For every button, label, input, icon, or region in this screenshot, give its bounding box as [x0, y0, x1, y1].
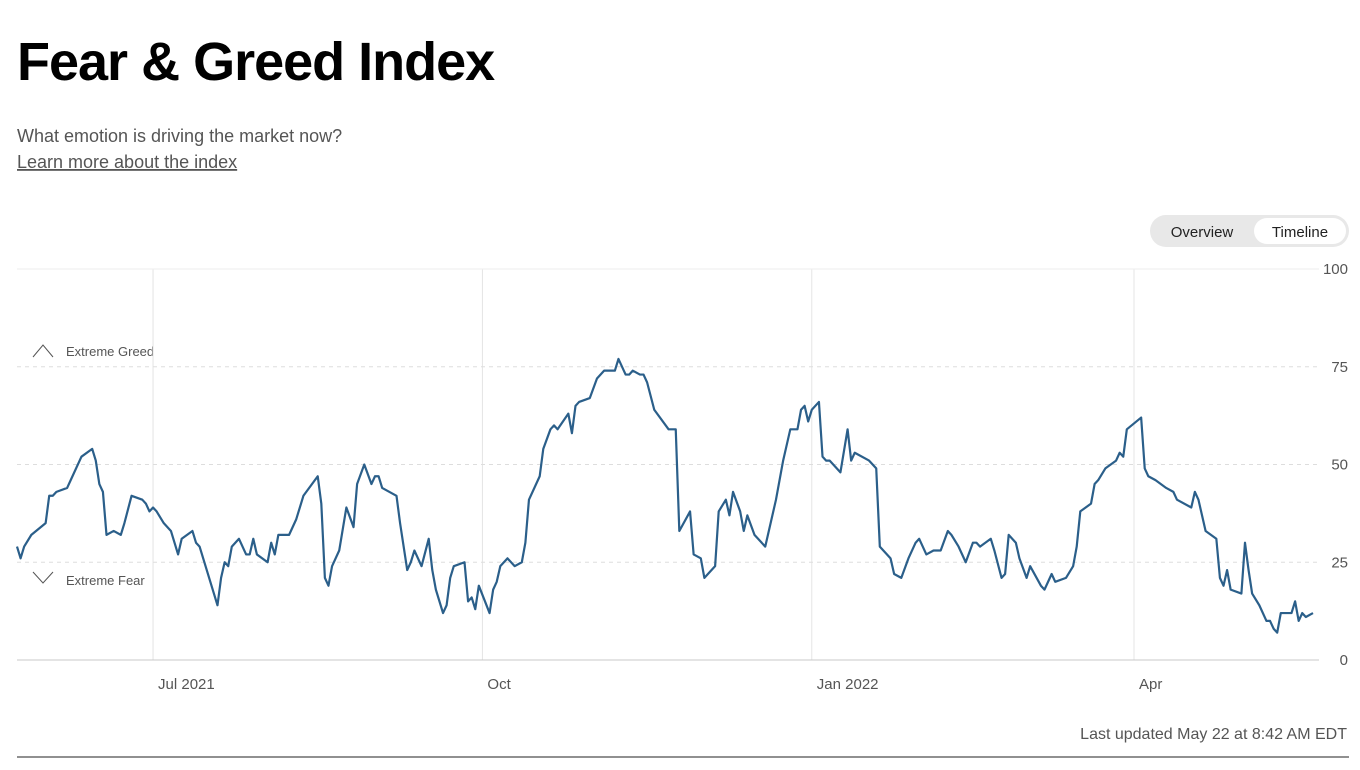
tab-overview[interactable]: Overview: [1171, 224, 1234, 241]
tab-active-bg: [1254, 218, 1346, 244]
annotation: Extreme Fear: [66, 573, 145, 588]
y-tick-label: 100: [1323, 261, 1348, 278]
subtitle: What emotion is driving the market now?: [17, 126, 342, 146]
page-title: Fear & Greed Index: [17, 32, 495, 92]
y-tick-label: 50: [1331, 457, 1348, 474]
fear-arrow: [32, 571, 54, 584]
x-tick-label: Jul 2021: [158, 676, 215, 693]
tab-timeline[interactable]: Timeline: [1272, 224, 1328, 241]
y-tick-label: 25: [1331, 554, 1348, 571]
annotation: Extreme Greed: [66, 344, 154, 359]
learn-more-link[interactable]: Learn more about the index: [17, 152, 237, 172]
x-tick-label: Apr: [1139, 676, 1162, 693]
last-updated: Last updated May 22 at 8:42 AM EDT: [1080, 726, 1347, 743]
greed-arrow: [32, 344, 54, 358]
y-tick-label: 0: [1340, 652, 1348, 669]
x-tick-label: Jan 2022: [817, 676, 879, 693]
index-line: [15, 357, 1314, 634]
x-tick-label: Oct: [487, 676, 511, 693]
y-tick-label: 75: [1331, 359, 1348, 376]
